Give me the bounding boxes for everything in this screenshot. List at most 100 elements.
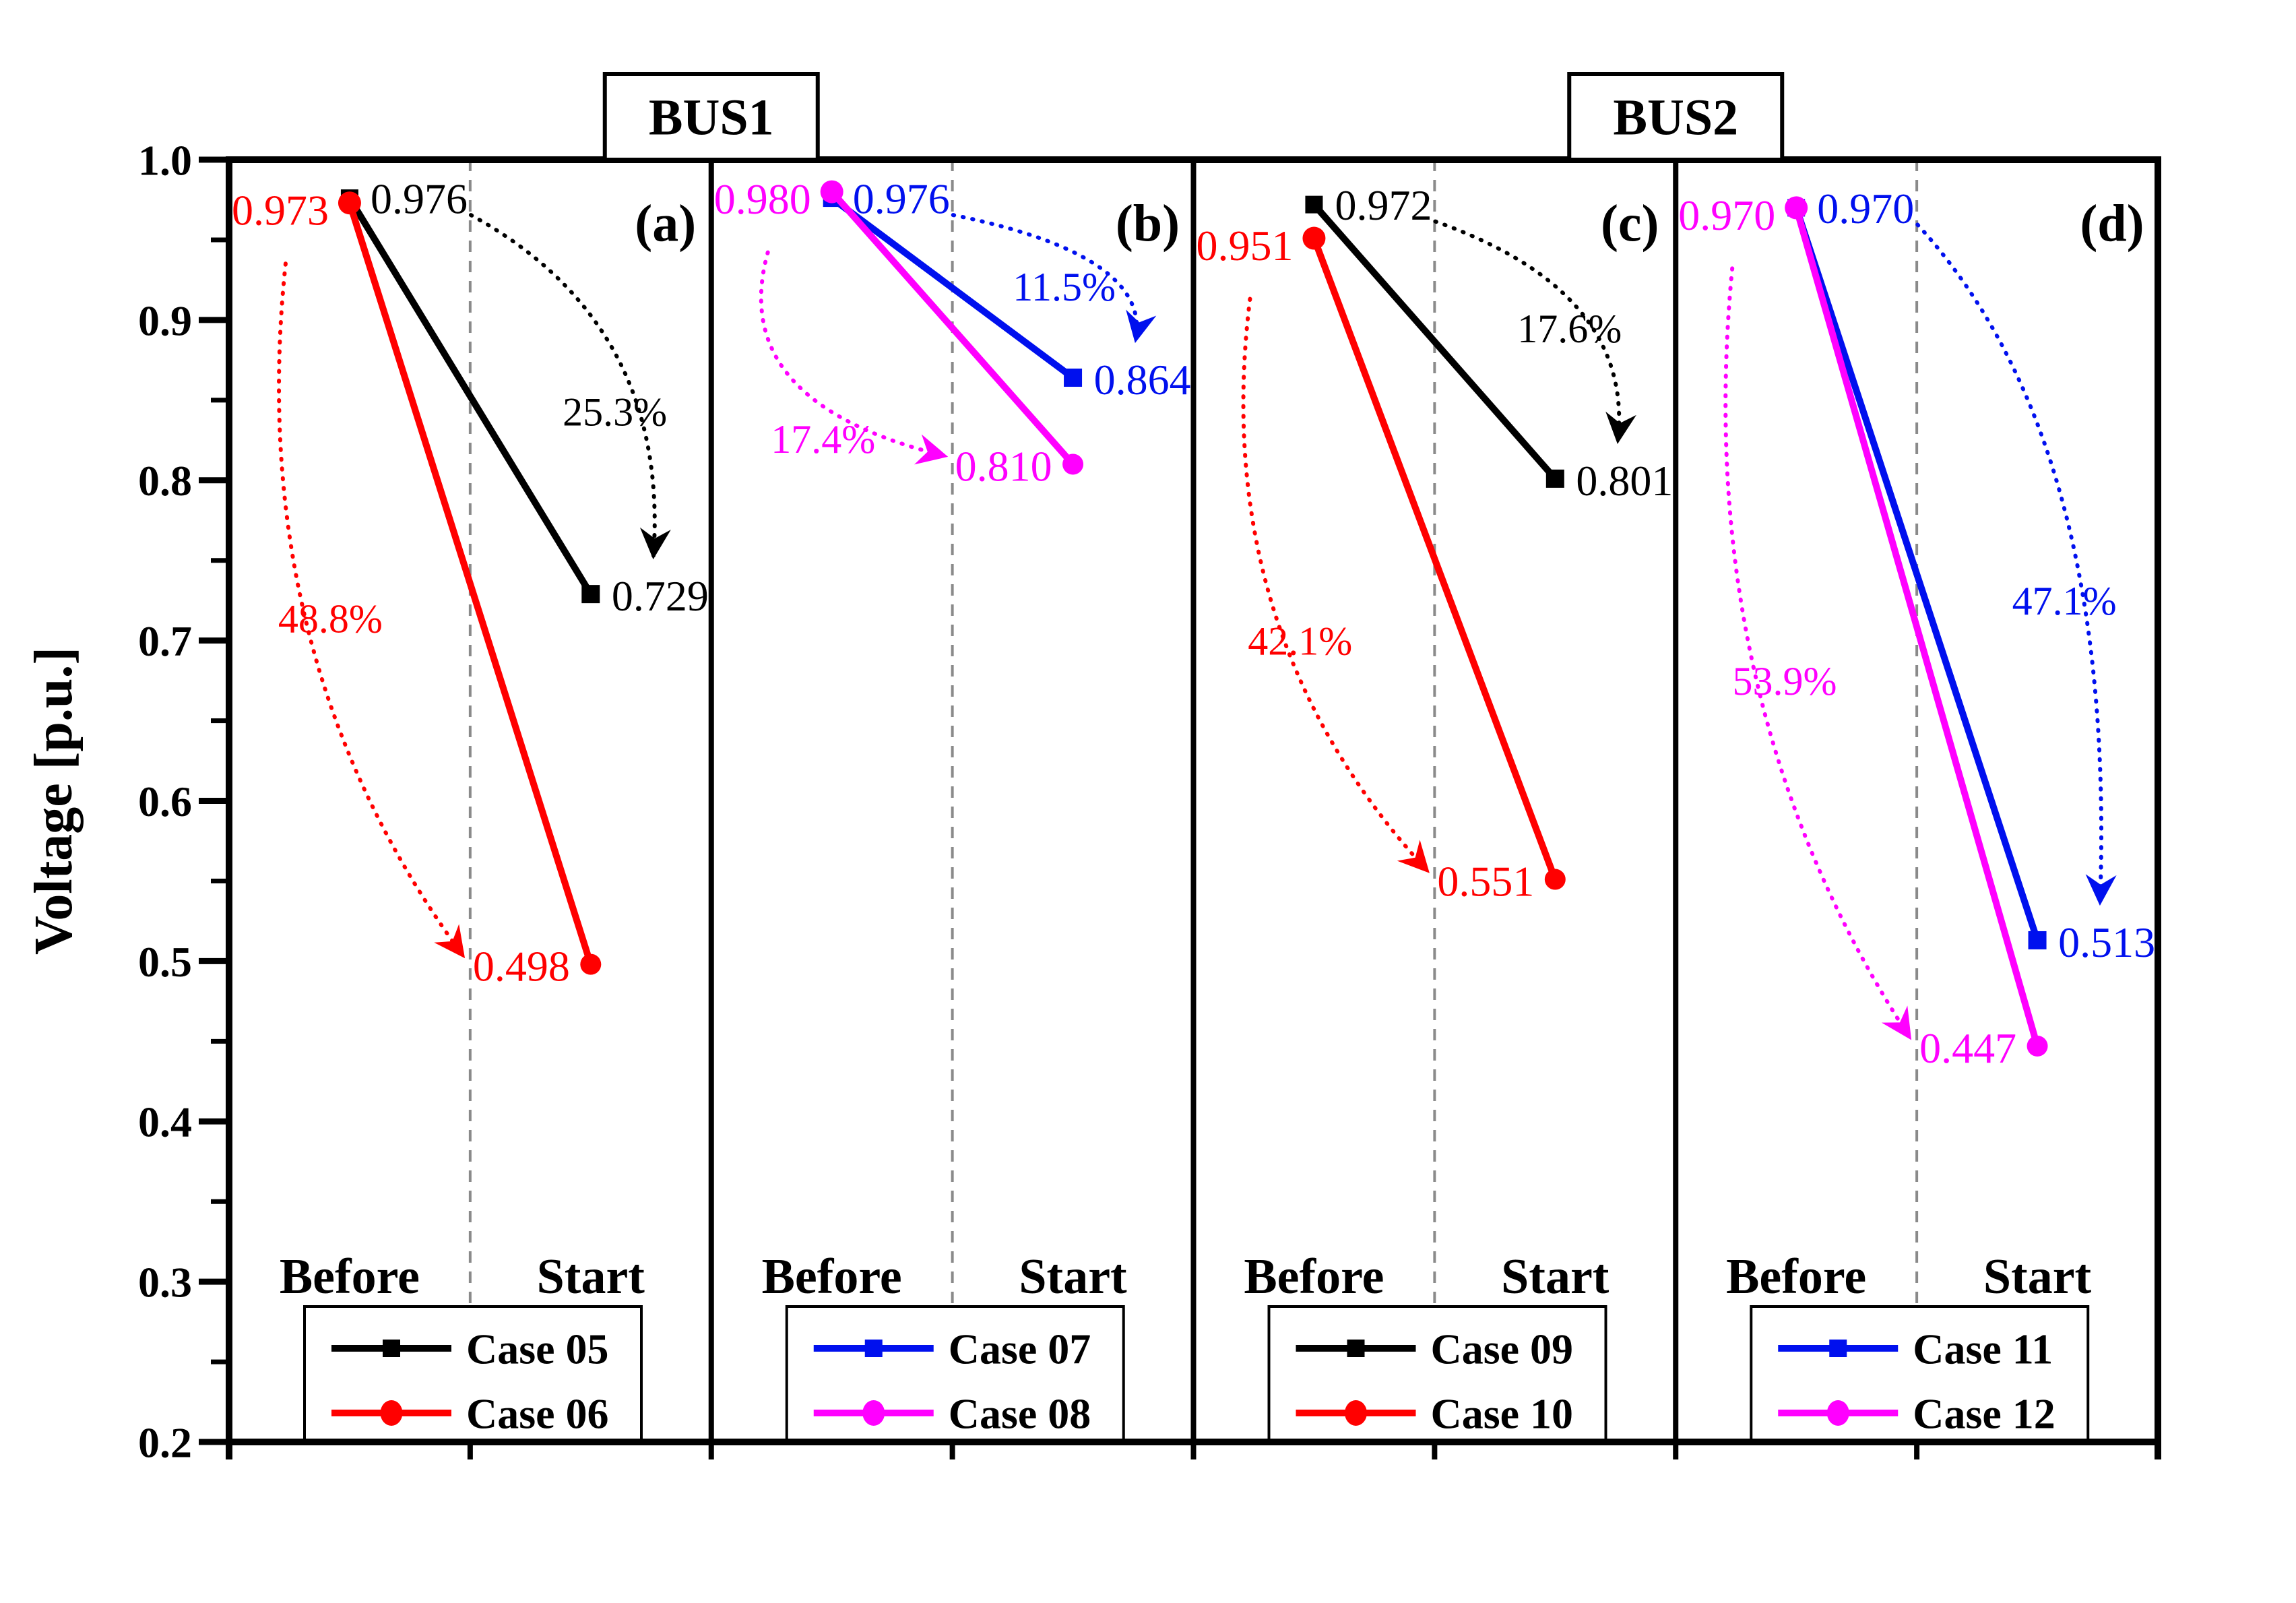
drop-arrow [1915,222,2117,906]
series-marker-square [581,585,600,604]
drop-arrow [1723,266,1913,1040]
x-category-label: Start [537,1249,645,1305]
legend-item-label: Case 06 [466,1389,609,1437]
bus-title-box [602,72,820,162]
value-label: 0.970 [1817,185,1914,232]
panel-letter: (c) [1601,193,1659,252]
series-marker-circle [1544,869,1566,890]
legend-box [1267,1305,1607,1443]
series-line [1310,237,1558,881]
value-label: 0.980 [714,175,811,223]
value-label: 0.976 [371,175,468,222]
series-line [829,189,1076,467]
drop-percent-label: 48.8% [278,596,383,641]
drop-percent-label: 53.9% [1733,659,1837,703]
legend-item-label: Case 07 [949,1325,1091,1373]
panel-letter: (b) [1116,193,1180,252]
series-line [346,201,594,966]
panel-letter: (d) [2080,193,2144,252]
value-label: 0.973 [232,187,329,234]
value-label: 0.976 [853,175,950,222]
legend-marker [864,1340,883,1357]
x-category-label: Before [1244,1249,1384,1305]
legend-item-label: Case 11 [1913,1325,2053,1373]
y-axis-title: Voltage [p.u.] [24,647,84,955]
series-marker-circle [820,180,843,203]
y-axis-tick-label: 0.4 [138,1098,192,1146]
y-axis-tick-label: 0.6 [138,778,192,825]
value-label: 0.513 [2058,918,2155,966]
y-axis-tick-label: 0.2 [138,1418,192,1466]
value-label: 0.447 [1919,1024,2016,1072]
series-line [1793,206,2041,1047]
series-marker-circle [580,953,602,975]
value-label: 0.810 [955,442,1052,490]
value-label: 0.970 [1678,191,1775,239]
value-label: 0.951 [1196,222,1293,270]
value-label: 0.972 [1335,181,1432,229]
series-marker-circle [1302,226,1326,250]
value-label: 0.801 [1576,457,1673,505]
bus-title: BUS1 [649,90,774,146]
drop-percent-label: 17.6% [1517,307,1622,351]
legend-marker [383,1340,400,1357]
legend-item-label: Case 09 [1431,1325,1574,1373]
y-axis-tick-label: 0.5 [138,938,192,986]
x-category-label: Before [280,1249,420,1305]
series-line [1793,206,2041,942]
value-label: 0.864 [1094,356,1191,404]
panel-letter: (a) [635,193,696,252]
drop-arrow [277,261,466,959]
drop-arrow [951,213,1157,344]
legend-item-label: Case 10 [1431,1389,1574,1437]
y-axis-tick-label: 0.7 [138,617,192,665]
value-label: 0.551 [1437,857,1534,905]
x-category-label: Start [1019,1249,1127,1305]
series-line [346,196,594,596]
series-line [829,195,1075,381]
legend-marker [862,1400,885,1426]
legend-marker [1826,1400,1849,1426]
y-axis-tick-label: 0.8 [138,457,192,505]
legend-marker [380,1400,403,1426]
drop-percent-label: 11.5% [1013,265,1116,309]
series-marker-circle [1062,453,1084,475]
series-marker-circle [2027,1035,2048,1057]
series-line [1311,202,1558,481]
bus-title-box [1567,72,1785,162]
legend-box [785,1305,1125,1443]
series-marker-square [1064,369,1083,387]
legend-marker [1345,1400,1367,1426]
x-category-label: Before [1726,1249,1866,1305]
value-label: 0.729 [612,572,709,620]
legend-box [1750,1305,2090,1443]
legend-marker [1829,1340,1847,1357]
series-marker-square [1305,195,1323,214]
legend-item-label: Case 05 [466,1325,609,1373]
legend-item-label: Case 12 [1913,1389,2055,1437]
legend-marker [1347,1340,1365,1357]
y-axis-tick-label: 1.0 [138,136,192,184]
drop-arrow [468,213,671,560]
drop-percent-label: 25.3% [563,389,667,434]
bus-title: BUS2 [1613,90,1738,146]
x-category-label: Start [1501,1249,1609,1305]
series-marker-circle [1785,196,1808,220]
series-marker-square [1545,469,1564,488]
drop-arrow [1433,219,1636,445]
x-category-label: Start [1983,1249,2092,1305]
legend-box [303,1305,643,1443]
y-axis-tick-label: 0.3 [138,1259,192,1307]
y-axis-tick-label: 0.9 [138,296,192,344]
series-marker-square [2028,931,2047,949]
x-category-label: Before [762,1249,902,1305]
drop-arrow [1241,296,1430,874]
drop-percent-label: 47.1% [2012,579,2117,623]
value-label: 0.498 [473,943,570,991]
drop-percent-label: 17.4% [771,417,875,462]
drop-percent-label: 42.1% [1248,619,1352,664]
series-marker-circle [338,191,361,215]
legend-item-label: Case 08 [949,1389,1091,1437]
